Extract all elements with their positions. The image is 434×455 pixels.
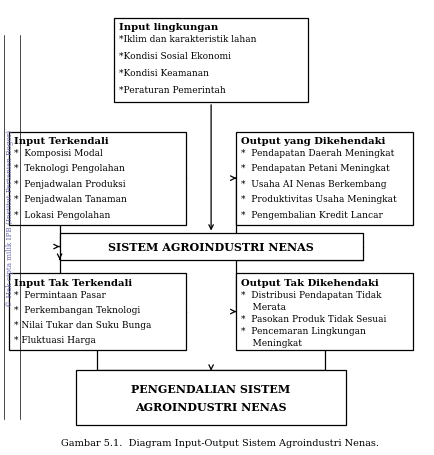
Text: *  Penjadwalan Tanaman: * Penjadwalan Tanaman — [14, 195, 127, 204]
Text: *Kondisi Sosial Ekonomi: *Kondisi Sosial Ekonomi — [119, 52, 231, 61]
Text: *  Permintaan Pasar: * Permintaan Pasar — [14, 290, 106, 299]
Text: Input lingkungan: Input lingkungan — [119, 23, 219, 32]
Bar — [237, 274, 413, 350]
Text: *Kondisi Keamanan: *Kondisi Keamanan — [119, 69, 209, 78]
Text: © Hak cipta milik IPB (Institut Pertanian Bogor): © Hak cipta milik IPB (Institut Pertania… — [6, 130, 13, 307]
Text: *  Pendapatan Daerah Meningkat: * Pendapatan Daerah Meningkat — [241, 149, 395, 157]
Text: Input Terkendali: Input Terkendali — [14, 137, 109, 146]
Text: *  Pencemaran Lingkungan: * Pencemaran Lingkungan — [241, 326, 366, 335]
Text: *  Perkembangan Teknologi: * Perkembangan Teknologi — [14, 305, 141, 314]
Text: Meningkat: Meningkat — [241, 339, 302, 347]
Text: *  Penjadwalan Produksi: * Penjadwalan Produksi — [14, 179, 126, 188]
Bar — [237, 132, 413, 225]
Bar — [114, 19, 308, 103]
Text: *Peraturan Pemerintah: *Peraturan Pemerintah — [119, 86, 226, 95]
Text: *  Pengembalian Kredit Lancar: * Pengembalian Kredit Lancar — [241, 210, 383, 219]
Bar — [9, 274, 186, 350]
Text: * Nilai Tukar dan Suku Bunga: * Nilai Tukar dan Suku Bunga — [14, 320, 151, 329]
Text: SISTEM AGROINDUSTRI NENAS: SISTEM AGROINDUSTRI NENAS — [108, 242, 314, 253]
Text: *  Usaha AI Nenas Berkembang: * Usaha AI Nenas Berkembang — [241, 179, 387, 188]
Bar — [59, 234, 362, 260]
Text: Output Tak Dikehendaki: Output Tak Dikehendaki — [241, 278, 379, 287]
Text: *  Komposisi Modal: * Komposisi Modal — [14, 149, 103, 157]
Text: *  Distribusi Pendapatan Tidak: * Distribusi Pendapatan Tidak — [241, 290, 382, 299]
Text: PENGENDALIAN SISTEM: PENGENDALIAN SISTEM — [132, 383, 291, 394]
Text: *  Pendapatan Petani Meningkat: * Pendapatan Petani Meningkat — [241, 164, 390, 173]
Text: *  Teknologi Pengolahan: * Teknologi Pengolahan — [14, 164, 125, 173]
Text: * Fluktuasi Harga: * Fluktuasi Harga — [14, 335, 96, 344]
Bar — [76, 370, 346, 425]
Text: Gambar 5.1.  Diagram Input-Output Sistem Agroindustri Nenas.: Gambar 5.1. Diagram Input-Output Sistem … — [60, 439, 378, 448]
Text: *  Pasokan Produk Tidak Sesuai: * Pasokan Produk Tidak Sesuai — [241, 314, 387, 323]
Bar — [9, 132, 186, 225]
Text: AGROINDUSTRI NENAS: AGROINDUSTRI NENAS — [135, 401, 287, 412]
Text: *  Lokasi Pengolahan: * Lokasi Pengolahan — [14, 210, 111, 219]
Text: Output yang Dikehendaki: Output yang Dikehendaki — [241, 137, 386, 146]
Text: *  Produktivitas Usaha Meningkat: * Produktivitas Usaha Meningkat — [241, 195, 397, 204]
Text: *Iklim dan karakteristik lahan: *Iklim dan karakteristik lahan — [119, 35, 257, 44]
Text: Merata: Merata — [241, 302, 286, 311]
Text: Input Tak Terkendali: Input Tak Terkendali — [14, 278, 132, 287]
